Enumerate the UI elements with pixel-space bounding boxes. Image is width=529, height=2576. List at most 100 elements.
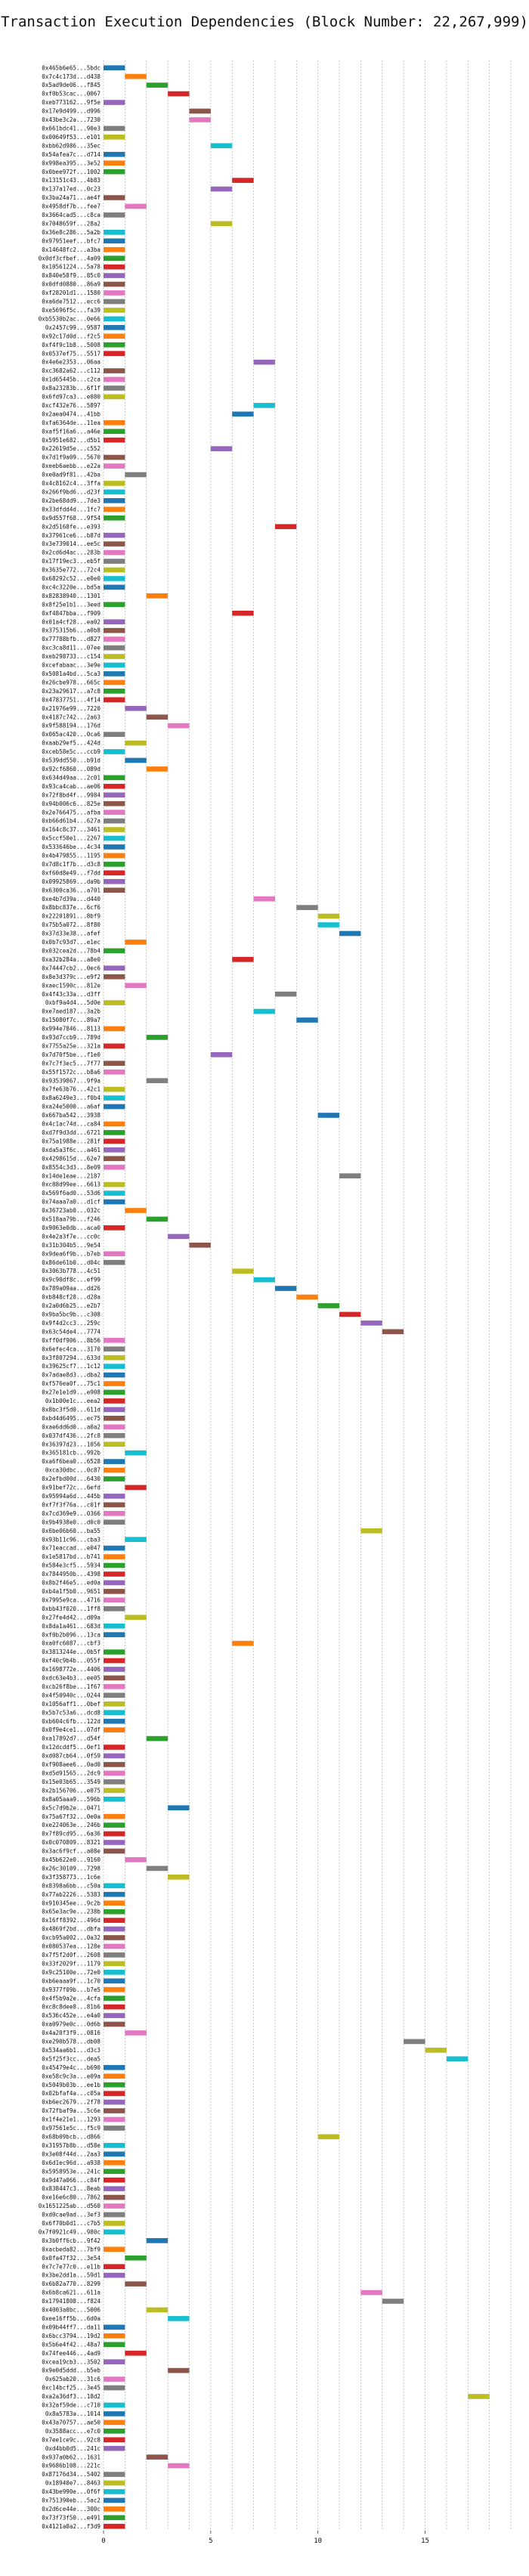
transaction-label: 0x26cbe978...665c [42, 679, 101, 686]
transaction-bar [104, 135, 125, 140]
transaction-bar [253, 359, 275, 365]
transaction-label: 0x8e3d379c...e9f2 [42, 974, 101, 980]
transaction-label: 0x27e1e1d9...e908 [42, 1389, 101, 1396]
transaction-bar [104, 2194, 125, 2200]
transaction-label: 0x4f5b9a2e...4cfa [42, 1995, 101, 2002]
transaction-bar [104, 316, 125, 322]
transaction-bar [104, 2376, 125, 2382]
transaction-label: 0x00649f53...e101 [42, 134, 101, 141]
transaction-label: 0x2cd6d4ac...283b [42, 550, 101, 556]
transaction-bar [104, 1649, 125, 1655]
y-axis-labels: 0x465b6e65...5bdc 0x7c4c173d...d438 0x5ad9… [39, 64, 101, 2530]
transaction-bar [104, 567, 125, 573]
transaction-bar [104, 238, 125, 244]
transaction-bar [104, 151, 125, 157]
transaction-label: 0x55f1572c...b8a6 [42, 1069, 101, 1076]
transaction-bar [104, 1467, 125, 1473]
transaction-label: 0x4f43c33a...d3ff [42, 991, 101, 998]
transaction-bar [104, 1753, 125, 1759]
transaction-bar [104, 775, 125, 781]
transaction-bar [104, 1156, 125, 1162]
transaction-label: 0x3813244e...0b5f [42, 1649, 101, 1655]
transaction-label: 0xe224063e...246b [42, 1822, 101, 1828]
transaction-bar [104, 1605, 125, 1612]
transaction-label: 0x32af59de...c710 [42, 2402, 101, 2409]
transaction-label: 0x3635e772...72c4 [42, 567, 101, 574]
transaction-label: 0x74447cb2...0ec6 [42, 964, 101, 971]
transaction-bar [104, 1502, 125, 1508]
transaction-bar [104, 515, 125, 521]
transaction-label: 0x86de61b0...d04c [42, 1259, 101, 1266]
transaction-label: 0x9c90df8c...ef99 [42, 1277, 101, 1283]
transaction-label: 0x5b7c53a6...dcd8 [42, 1709, 101, 1716]
transaction-label: 0x661bdc41...90e3 [42, 125, 101, 132]
transaction-label: 0x5b6e4f42...48a7 [42, 2341, 101, 2348]
transaction-label: 0x9b4938e0...d0c0 [42, 1519, 101, 1525]
transaction-bar [104, 1718, 125, 1724]
transaction-bar [104, 853, 125, 859]
transaction-label: 0x3e739014...ee5c [42, 540, 101, 547]
transaction-label: 0x33f2029f...1179 [42, 1960, 101, 1967]
transaction-bar [104, 2013, 125, 2018]
transaction-bar [104, 827, 125, 832]
transaction-bar [104, 1779, 125, 1785]
transaction-label: 0x43be3c2a...7230 [42, 116, 101, 123]
transaction-bar [104, 645, 125, 651]
transaction-label: 0x7d70f5be...f1e0 [42, 1051, 101, 1058]
transaction-bar [104, 342, 125, 348]
transaction-bar [104, 1701, 125, 1707]
transaction-label: 0x1d65445b...c2ca [42, 376, 101, 383]
transaction-bar [104, 1086, 125, 1092]
transaction-bar [104, 1745, 125, 1750]
transaction-bar [104, 576, 125, 581]
transaction-bar [104, 2480, 125, 2486]
transaction-label: 0x02bfaf4a...c05a [42, 2090, 101, 2097]
transaction-label: 0x9377f09b...b7e5 [42, 1986, 101, 1993]
transaction-bar [104, 818, 125, 824]
transaction-bar [125, 940, 147, 945]
transaction-label: 0xf0b53cac...0067 [42, 91, 101, 98]
transaction-label: 0x5951e682...d5b1 [42, 437, 101, 444]
transaction-bar [104, 1060, 125, 1067]
transaction-bar [104, 1130, 125, 1135]
transaction-bar [104, 749, 125, 754]
transaction-label: 0xee16ff5b...6d0a [42, 2315, 101, 2322]
transaction-bar [360, 2290, 382, 2296]
transaction-label: 0x9ba5bc9b...c308 [42, 1311, 101, 1318]
transaction-bar [104, 1441, 125, 1447]
transaction-bar [104, 2212, 125, 2218]
transaction-label: 0xf4847bba...f909 [42, 610, 101, 617]
transaction-label: 0x9f4d2cc3...259c [42, 1320, 101, 1327]
transaction-bar [125, 2281, 147, 2287]
transaction-bar [104, 1918, 125, 1923]
transaction-label: 0x68292c52...e0e0 [42, 575, 101, 582]
transaction-bar [104, 2004, 125, 2010]
transaction-label: 0x93539867...9f9a [42, 1077, 101, 1084]
transaction-bar [104, 481, 125, 486]
transaction-bar [125, 757, 147, 763]
transaction-label: 0xcefabaac...3e9e [42, 662, 101, 669]
x-tick-label: 5 [209, 2537, 212, 2545]
transaction-label: 0x3be2dd1a...59d1 [42, 2272, 101, 2279]
transaction-label: 0x97951eef...bfc7 [42, 237, 101, 244]
transaction-bar [404, 2039, 425, 2045]
transaction-label: 0x0b7c93d7...e1ec [42, 939, 101, 946]
transaction-label: 0xbf9a4d4...5d0e [45, 999, 101, 1006]
transaction-label: 0xe16e6c80...7862 [42, 2194, 101, 2201]
transaction-label: 0xaec1590c...812e [42, 982, 101, 989]
transaction-bar [104, 2229, 125, 2235]
transaction-bar [104, 870, 125, 876]
transaction-label: 0x7f5f2d0f...2608 [42, 1952, 101, 1958]
transaction-bar [104, 1147, 125, 1153]
transaction-label: 0xa17892d7...d54f [42, 1735, 101, 1742]
transaction-bar [104, 394, 125, 400]
transaction-bar [104, 1432, 125, 1438]
transaction-bar [104, 1684, 125, 1689]
transaction-bar [125, 2030, 147, 2036]
transaction-label: 0x5049b03b...ee1b [42, 2082, 101, 2088]
transaction-label: 0x8b2f46e5...ed0a [42, 1580, 101, 1587]
x-axis-ticks: 0 5 10 15 [101, 2531, 429, 2545]
transaction-label: 0xd087cb64...0f59 [42, 1753, 101, 1760]
transaction-bar [104, 878, 125, 884]
